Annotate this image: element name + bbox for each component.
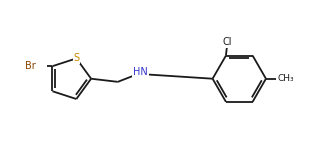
Text: Br: Br <box>25 61 36 71</box>
Text: HN: HN <box>133 67 148 77</box>
Text: Cl: Cl <box>222 37 232 47</box>
Text: CH₃: CH₃ <box>277 74 294 83</box>
Text: S: S <box>73 53 79 63</box>
